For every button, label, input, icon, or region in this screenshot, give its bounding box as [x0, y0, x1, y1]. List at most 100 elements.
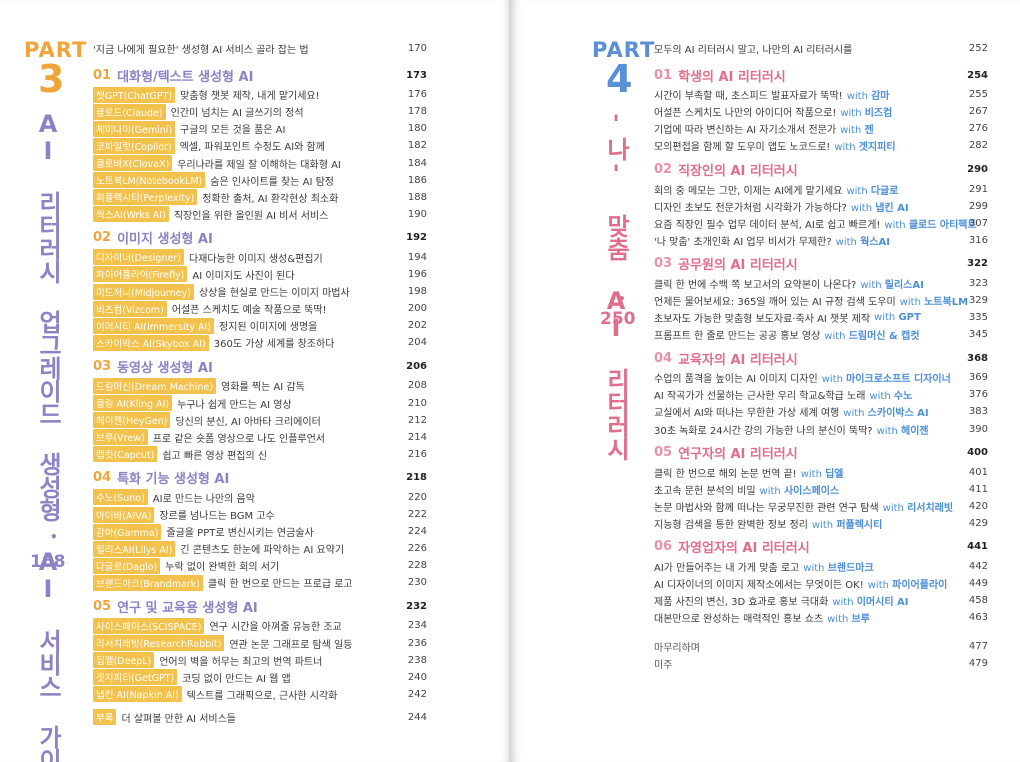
toc-section-heading[interactable]: 05 연구자의 AI 리터러시 400	[654, 442, 988, 464]
toc-entry[interactable]: 클링 AI(Kling AI) 누구나 쉽게 만드는 AI 영상 210	[93, 395, 427, 412]
toc-entry[interactable]: 드림머신(Dream Machine) 영화를 찍는 AI 감독 208	[93, 377, 427, 394]
toc-entry[interactable]: 언제든 물어보세요: 365일 깨어 있는 AI 규정 검색 도우미 with 노…	[654, 292, 988, 309]
toc-page-number: 477	[968, 641, 988, 653]
toc-entry[interactable]: 디자인 초보도 전문가처럼 시각화가 가능하다? with 냅킨 AI 299	[654, 198, 988, 215]
toc-page-number: 188	[407, 191, 427, 203]
toc-section-heading[interactable]: 02 이미지 생성형 AI 192	[93, 227, 427, 249]
toc-entry[interactable]: 클로드(Claude) 인간미 넘치는 AI 글쓰기의 정석 178	[93, 103, 427, 120]
toc-entry[interactable]: 릴리스AI(Lilys AI) 긴 콘텐츠도 한눈에 파악하는 AI 요약기 226	[93, 540, 427, 557]
toc-entry[interactable]: 아이바(AIVA) 장르를 넘나드는 BGM 고수 222	[93, 506, 427, 523]
toc-entry[interactable]: 챗GPT(ChatGPT) 맞춤형 챗봇 제작, 내게 맡기세요! 176	[93, 86, 427, 103]
toc-entry-text: 정지된 이미지에 생명을	[219, 322, 318, 334]
toc-entry[interactable]: 클릭 한 번에 수백 쪽 보고서의 요약본이 나온다? with 릴리스AI 323	[654, 275, 988, 292]
toc-entry[interactable]: 헤이젠(HeyGen) 당신의 분신, AI 아바타 크리에이터 212	[93, 412, 427, 429]
toc-appendix-row[interactable]: 부록 더 살펴볼 만한 AI 서비스들 244	[93, 709, 427, 726]
toc-entry[interactable]: 초보자도 가능한 맞춤형 보도자료·축사 AI 챗봇 제작 with GPT 335	[654, 309, 988, 326]
toc-with-tool: with 스카이박스 AI	[843, 404, 928, 419]
toc-with-tool: with GPT	[874, 312, 921, 323]
toc-entry[interactable]: 회의 중 메모는 그만, 이제는 AI에게 맡기세요 with 다글로 291	[654, 180, 988, 197]
toc-entry[interactable]: 클로바X(ClovaX) 우리나라를 제일 잘 이해하는 대화형 AI 184	[93, 154, 427, 172]
toc-entry[interactable]: 코파일럿(Copilot) 엑셀, 파워포인트 수정도 AI와 함께 182	[93, 137, 427, 154]
toc-section-heading[interactable]: 06 자영업자의 AI 리터러시 441	[654, 536, 988, 558]
toc-entry[interactable]: 어설픈 스케치도 나만의 아이디어 작품으로! with 비즈컴 267	[654, 103, 988, 120]
with-label: with	[840, 108, 862, 120]
toc-page-number: 242	[407, 688, 427, 700]
toc-closing-entry[interactable]: 마무리하며 477	[654, 638, 988, 655]
toc-entry-text: 어설픈 스케치도 나만의 아이디어 작품으로!	[654, 108, 837, 120]
toc-entry[interactable]: 대본만으로 완성하는 매력적인 홍보 쇼츠 with 브루 463	[654, 609, 988, 626]
toc-entry[interactable]: 미드저니(Midjourney) 상상을 현실로 만드는 이미지 마법사 198	[93, 283, 427, 300]
toc-entry[interactable]: 클릭 한 번으로 해외 논문 번역 끝! with 딥엘 401	[654, 464, 988, 481]
section-title: 자영업자의 AI 리터러시	[678, 541, 810, 557]
toc-tag: 헤이젠(HeyGen)	[93, 412, 171, 429]
toc-intro-row[interactable]: 모두의 AI 리터러시 말고, 나만의 AI 리터러시를 252	[654, 40, 988, 57]
toc-entry[interactable]: 스카이박스 AI(Skybox AI) 360도 가상 세계를 창조하다 204	[93, 334, 427, 351]
toc-entry-text: AI 디자이너의 이미지 제작소에서는 무엇이든 OK!	[654, 580, 864, 592]
toc-entry[interactable]: 퍼플렉시티(Perplexity) 정확한 출처, AI 환각현상 최소화 188	[93, 189, 427, 206]
toc-entry[interactable]: 지능형 검색을 통한 완벽한 정보 정리 with 퍼플렉시티 429	[654, 515, 988, 532]
with-label: with	[811, 519, 834, 531]
toc-page-number: 267	[968, 106, 988, 118]
toc-section-heading[interactable]: 01 학생의 AI 리터러시 254	[654, 64, 988, 86]
toc-entry[interactable]: 다글로(Daglo) 누락 없이 완벽한 회의 서기 228	[93, 557, 427, 574]
toc-entry[interactable]: 브루(Vrew) 프로 같은 숏폼 영상으로 나도 인플루언서 214	[93, 429, 427, 446]
toc-entry-text: '나 맞춤' 초개인화 AI 업무 비서가 무제한?	[654, 236, 832, 248]
toc-entry[interactable]: 요즘 직장인 필수 업무 데이터 분석, AI로 쉽고 빠르게! with 클로드…	[654, 215, 988, 232]
toc-with-tool: with 클로드 아티팩트	[884, 216, 976, 231]
toc-section-heading[interactable]: 05 연구 및 교육용 생성형 AI 232	[93, 595, 427, 617]
toc-entry[interactable]: '나 맞춤' 초개인화 AI 업무 비서가 무제한? with 웍스AI 316	[654, 232, 988, 249]
toc-entry[interactable]: AI가 만들어주는 내 가게 맞춤 로고 with 브랜드마크 442	[654, 558, 988, 575]
toc-entry[interactable]: 프롬프트 한 줄로 만드는 공공 홍보 영상 with 드림머신 & 캡컷 345	[654, 326, 988, 343]
toc-intro-row[interactable]: '지금 나에게 필요한' 생성형 AI 서비스 골라 잡는 법 170	[93, 40, 427, 57]
toc-closing-entry[interactable]: 미주 479	[654, 655, 988, 672]
toc-entry[interactable]: 냅킨 AI(Napkin AI) 텍스트를 그래픽으로, 근사한 시각화 242	[93, 686, 427, 703]
with-label: with	[832, 597, 854, 609]
toc-entry[interactable]: 초고속 문헌 분석의 비밀 with 사이스페이스 411	[654, 481, 988, 498]
toc-page-number: 383	[968, 406, 988, 418]
toc-entry[interactable]: 수노(Suno) AI로 만드는 나만의 음악 220	[93, 489, 427, 506]
toc-page-number: 212	[407, 414, 427, 426]
toc-entry[interactable]: 제미나이(Gemini) 구글의 모든 것을 품은 AI 180	[93, 120, 427, 137]
tool-name: 수노	[893, 391, 913, 403]
toc-page-number: 244	[407, 711, 427, 723]
toc-entry[interactable]: 디자이너(Designer) 다재다능한 이미지 생성&편집기 194	[93, 249, 427, 266]
toc-entry-text: 클릭 한 번으로 해외 논문 번역 끝!	[654, 468, 797, 480]
toc-section-heading[interactable]: 03 공무원의 AI 리터러시 322	[654, 253, 988, 275]
toc-entry-text: 대본만으로 완성하는 매력적인 홍보 쇼츠	[654, 614, 824, 626]
toc-section-heading[interactable]: 04 교육자의 AI 리터러시 368	[654, 347, 988, 369]
toc-entry-text: AI 이미지도 사진이 된다	[192, 270, 295, 282]
toc-entry[interactable]: 제품 사진의 변신, 3D 효과로 홍보 극대화 with 이머시티 AI 458	[654, 592, 988, 609]
toc-entry[interactable]: 사이스페이스(SCISPACE) 연구 시간을 아껴줄 유능한 조교 234	[93, 617, 427, 634]
toc-entry[interactable]: 겟지피티(GetGPT) 코딩 없이 만드는 AI 웹 앱 240	[93, 669, 427, 686]
toc-entry[interactable]: 노트북LM(NotebookLM) 숨은 인사이트를 찾는 AI 탐정 186	[93, 172, 427, 189]
toc-with-tool: with 퍼플렉시티	[812, 516, 882, 531]
toc-section-heading[interactable]: 04 특화 기능 생성형 AI 218	[93, 467, 427, 489]
toc-entry[interactable]: 리서치래빗(ResearchRabbit) 연관 논문 그래프로 탐색 일등 236	[93, 635, 427, 652]
toc-section-heading[interactable]: 01 대화형/텍스트 생성형 AI 173	[93, 64, 427, 86]
toc-entry[interactable]: 기업에 따라 변신하는 AI 자기소개서 전문가 with 젠 276	[654, 120, 988, 137]
table-of-contents: '지금 나에게 필요한' 생성형 AI 서비스 골라 잡는 법 170 01 대화…	[93, 40, 427, 726]
tool-name: 웍스AI	[860, 236, 890, 248]
toc-entry[interactable]: 모의편접을 함께 할 도우미 앱도 노코드로! with 겟지피티 282	[654, 137, 988, 154]
toc-entry[interactable]: 비즈컴(Vizcom) 어설픈 스케치도 예술 작품으로 뚝딱! 200	[93, 300, 427, 317]
toc-entry-text: 연관 논문 그래프로 탐색 일등	[229, 639, 353, 651]
toc-section-heading[interactable]: 02 직장인의 AI 리터러시 290	[654, 158, 988, 180]
tool-name: 클로드 아티팩트	[908, 219, 977, 231]
toc-entry[interactable]: 딥엘(DeepL) 언어의 벽을 허무는 최고의 번역 파트너 238	[93, 652, 427, 669]
toc-entry[interactable]: 수업의 품격을 높이는 AI 이미지 디자인 with 마이크로소프트 디자이너 3…	[654, 369, 988, 386]
toc-entry[interactable]: AI 디자이너의 이미지 제작소에서는 무엇이든 OK! with 파이어플라이 4…	[654, 575, 988, 592]
toc-entry[interactable]: 교실에서 AI와 떠나는 무한한 가상 세계 여행 with 스카이박스 AI 38…	[654, 403, 988, 420]
toc-section-heading[interactable]: 03 동영상 생성형 AI 206	[93, 355, 427, 377]
toc-entry[interactable]: 브랜드마크(Brandmark) 클릭 한 번으로 만드는 프로급 로고 230	[93, 574, 427, 591]
toc-entry[interactable]: 캡컷(Capcut) 쉽고 빠른 영상 편집의 신 216	[93, 446, 427, 463]
toc-entry[interactable]: AI 작곡가가 선물하는 근사한 우리 학교&학급 노래 with 수노 376	[654, 386, 988, 403]
toc-entry[interactable]: 시간이 부족할 때, 초스피드 발표자료가 뚝딱! with 감마 255	[654, 86, 988, 103]
toc-entry[interactable]: 논문 마법사와 함께 떠나는 무궁무진한 관련 연구 탐색 with 리서치래빗 4…	[654, 498, 988, 515]
section-title: 학생의 AI 리터러시	[678, 69, 786, 85]
toc-page-number: 420	[968, 500, 988, 512]
toc-entry[interactable]: 이머시티 AI(Immersity AI) 정지된 이미지에 생명을 202	[93, 317, 427, 334]
toc-entry[interactable]: 웍스AI(Wrks AI) 직장인을 위한 올인원 AI 비서 서비스 190	[93, 206, 427, 223]
toc-entry[interactable]: 파이어플라이(Firefly) AI 이미지도 사진이 된다 196	[93, 266, 427, 283]
toc-entry[interactable]: 30초 녹화로 24시간 강의 가능한 나의 분신이 뚝딱? with 헤이젠 39…	[654, 421, 988, 438]
toc-entry[interactable]: 감마(Gamma) 줄글을 PPT로 변신시키는 연금술사 224	[93, 523, 427, 540]
